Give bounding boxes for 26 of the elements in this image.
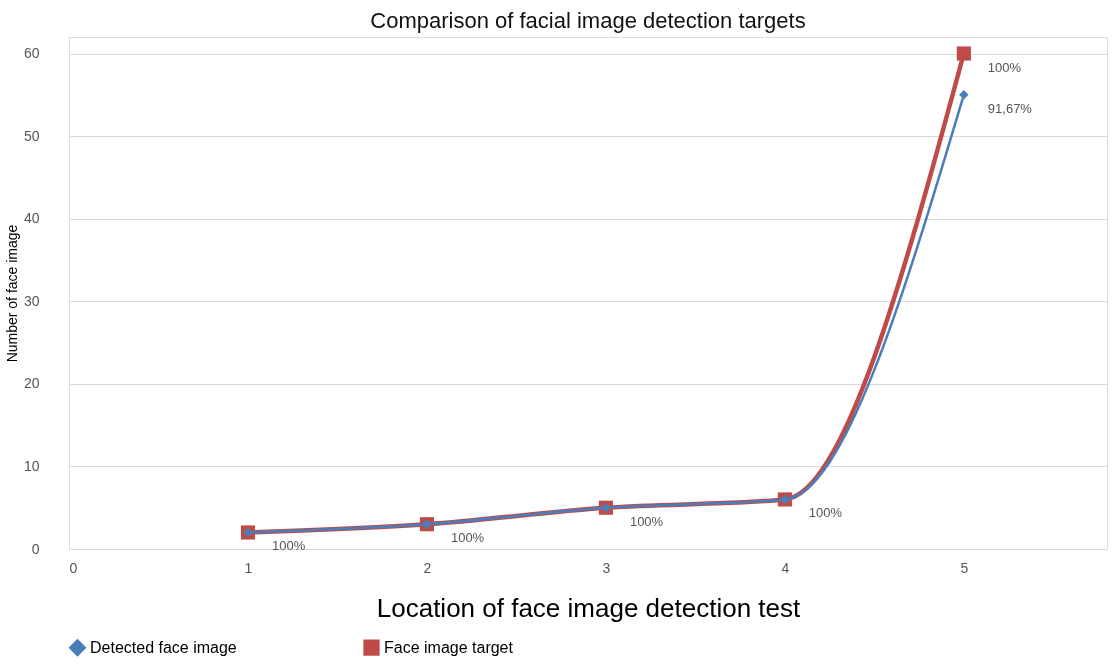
x-tick-label: 5 bbox=[960, 559, 969, 576]
y-tick-label: 50 bbox=[23, 127, 40, 144]
y-tick-label: 0 bbox=[31, 540, 40, 557]
annotation: 100% bbox=[987, 59, 1022, 75]
point bbox=[956, 46, 971, 61]
x-tick-label: 4 bbox=[781, 559, 790, 576]
annotation: 100% bbox=[271, 538, 306, 554]
y-tick-label: 60 bbox=[23, 45, 40, 62]
annotation: 100% bbox=[450, 530, 485, 546]
point bbox=[959, 90, 969, 100]
y-tick-label: 20 bbox=[23, 375, 40, 392]
y-tick-label: 30 bbox=[23, 292, 40, 309]
x-tick-label: 1 bbox=[244, 559, 253, 576]
y-tick-label: 10 bbox=[23, 457, 40, 474]
chart-title: Comparison of facial image detection targets bbox=[370, 8, 806, 33]
annotation: 100% bbox=[629, 513, 664, 529]
y-tick-label: 40 bbox=[23, 210, 40, 227]
x-axis-title: Location of face image detection test bbox=[376, 592, 802, 623]
x-tick-label: 3 bbox=[602, 559, 611, 576]
x-tick-label: 0 bbox=[69, 559, 78, 576]
annotation: 100% bbox=[808, 505, 843, 521]
legend-label: Detected face image bbox=[90, 638, 237, 656]
legend-label: Face image target bbox=[384, 638, 514, 656]
x-tick-label: 2 bbox=[423, 559, 432, 576]
y-axis-title: Number of face image bbox=[3, 224, 20, 363]
annotation: 91,67% bbox=[987, 100, 1033, 116]
